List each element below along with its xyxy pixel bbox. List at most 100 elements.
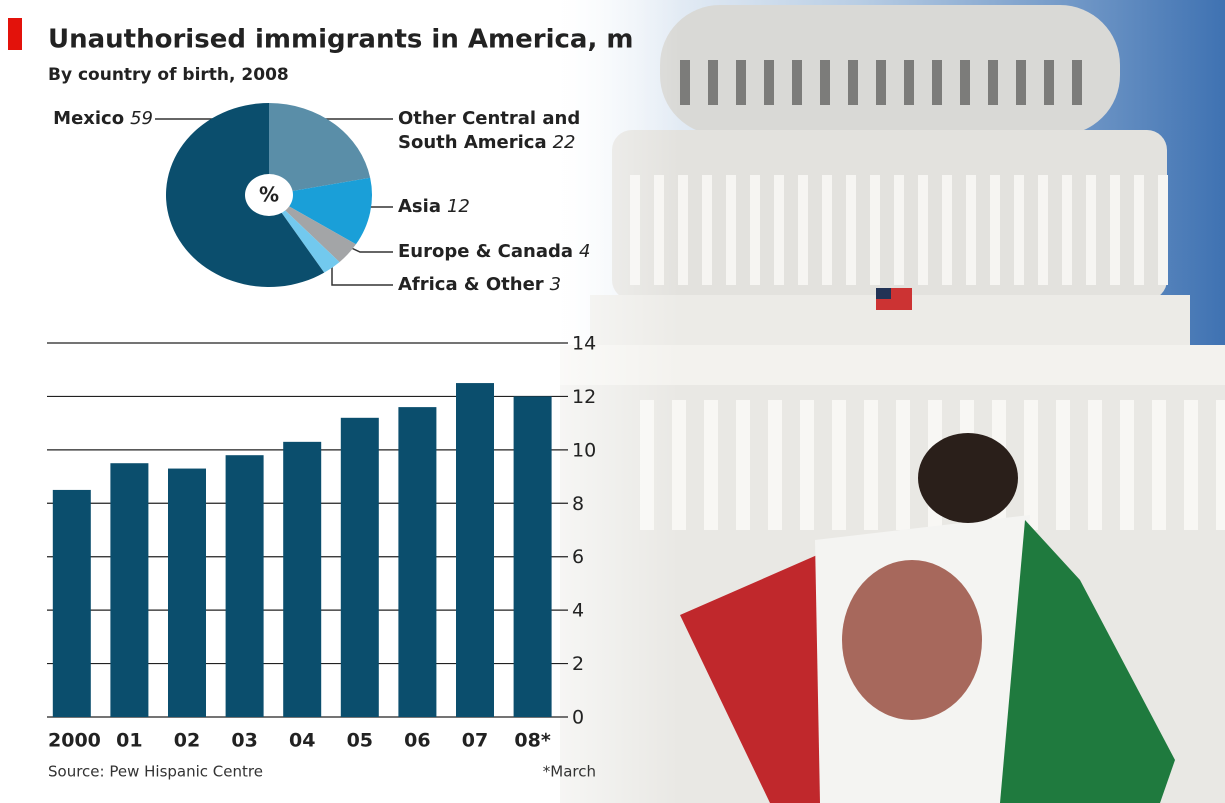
x-tick-label: 03 xyxy=(231,730,257,752)
label-value: 3 xyxy=(549,274,562,295)
dome-drum xyxy=(612,130,1167,300)
column xyxy=(800,400,814,530)
y-tick-label: 8 xyxy=(572,493,584,515)
y-tick-label: 4 xyxy=(572,600,584,622)
column xyxy=(798,175,808,285)
bar xyxy=(225,455,264,717)
pie-slice xyxy=(269,195,356,263)
bar xyxy=(168,468,206,717)
x-tick-label: 07 xyxy=(462,730,488,752)
window xyxy=(1072,60,1082,105)
pie-label: Asia 12 xyxy=(398,195,470,219)
chart-subtitle: By country of birth, 2008 xyxy=(48,65,289,85)
column xyxy=(942,175,952,285)
column xyxy=(1056,400,1070,530)
column xyxy=(1110,175,1120,285)
bar xyxy=(456,383,494,717)
y-tick-label: 6 xyxy=(572,546,584,568)
column xyxy=(832,400,846,530)
bar xyxy=(340,417,379,717)
us-flag-canton xyxy=(876,288,891,299)
window xyxy=(792,60,802,105)
x-tick-label: 02 xyxy=(174,730,200,752)
label-name: Africa & Other xyxy=(398,274,544,295)
x-tick-label: 2000 xyxy=(48,730,101,752)
column xyxy=(990,175,1000,285)
label-value: 12 xyxy=(446,196,470,217)
column xyxy=(702,175,712,285)
y-tick-label: 14 xyxy=(572,333,596,355)
label-name: Asia xyxy=(398,196,441,217)
window xyxy=(736,60,746,105)
window xyxy=(932,60,942,105)
window xyxy=(876,60,886,105)
x-tick-label: 04 xyxy=(289,730,315,752)
flag-red xyxy=(680,545,840,803)
label-name: Other Central and South America xyxy=(398,108,581,153)
window xyxy=(680,60,690,105)
column xyxy=(870,175,880,285)
pie-slice xyxy=(269,195,340,273)
window xyxy=(1044,60,1054,105)
window xyxy=(708,60,718,105)
source: Source: Pew Hispanic Centre xyxy=(48,763,263,781)
column xyxy=(864,400,878,530)
pie-center xyxy=(245,174,293,216)
window xyxy=(1016,60,1026,105)
column xyxy=(918,175,928,285)
chart-title: Unauthorised immigrants in America, m xyxy=(48,25,633,55)
column xyxy=(774,175,784,285)
note: *March xyxy=(543,763,596,781)
y-tick-label: 2 xyxy=(572,653,584,675)
column xyxy=(768,400,782,530)
leader-line xyxy=(331,262,393,286)
y-tick-label: 12 xyxy=(572,386,596,408)
x-tick-label: 01 xyxy=(116,730,142,752)
column xyxy=(822,175,832,285)
label-value: 59 xyxy=(130,108,153,129)
column xyxy=(1038,175,1048,285)
column xyxy=(1134,175,1144,285)
center-label: % xyxy=(259,183,279,207)
y-tick-label: 0 xyxy=(572,707,584,729)
column xyxy=(1014,175,1024,285)
window xyxy=(764,60,774,105)
column xyxy=(750,175,760,285)
column xyxy=(1216,400,1225,530)
bar xyxy=(283,441,322,717)
pie-label: Other Central and South America 22 xyxy=(398,107,598,155)
pie: % xyxy=(166,103,372,287)
label-name: Europe & Canada xyxy=(398,241,574,262)
bar xyxy=(513,396,552,717)
column xyxy=(1088,400,1102,530)
column xyxy=(704,400,718,530)
column xyxy=(1184,400,1198,530)
column xyxy=(1152,400,1166,530)
pie-label: Africa & Other 3 xyxy=(398,273,561,297)
flag-emblem xyxy=(842,560,982,720)
column xyxy=(1024,400,1038,530)
bar xyxy=(110,463,149,717)
column xyxy=(966,175,976,285)
window xyxy=(904,60,914,105)
bar xyxy=(398,407,437,717)
column xyxy=(678,175,688,285)
pie-label: Mexico 59 xyxy=(48,107,153,131)
y-tick-label: 10 xyxy=(572,439,596,461)
head xyxy=(918,433,1018,523)
columns xyxy=(630,60,1168,285)
column xyxy=(1120,400,1134,530)
column xyxy=(896,400,910,530)
flag-green xyxy=(1000,520,1175,803)
dome-top xyxy=(660,5,1120,135)
pie-label: Europe & Canada 4 xyxy=(398,240,590,264)
window xyxy=(820,60,830,105)
column xyxy=(1086,175,1096,285)
column xyxy=(1062,175,1072,285)
label-value: 22 xyxy=(552,132,576,153)
column xyxy=(736,400,750,530)
column xyxy=(894,175,904,285)
